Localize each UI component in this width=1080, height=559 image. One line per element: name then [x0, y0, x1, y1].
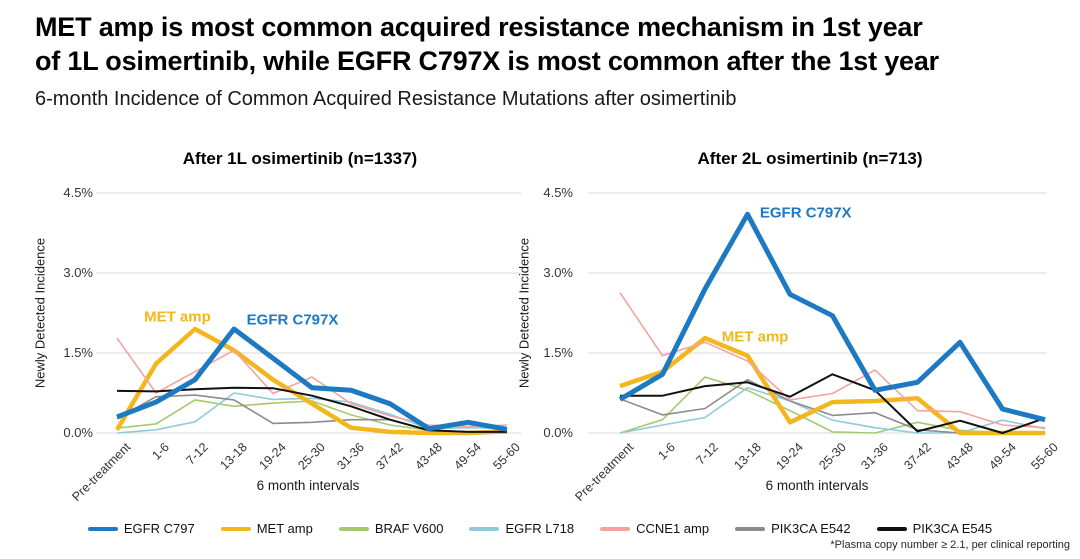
- legend-color-chip: [87, 526, 118, 531]
- legend-label: EGFR L718: [505, 521, 575, 536]
- page-title-line1: MET amp is most common acquired resistan…: [35, 12, 923, 42]
- legend-item: PIK3CA E545: [876, 521, 993, 536]
- legend-color-chip: [600, 526, 631, 531]
- page-title-line2: of 1L osimertinib, while EGFR C797X is m…: [35, 46, 939, 76]
- series-line-braf-v600: [116, 399, 507, 433]
- series-annotation: MET amp: [144, 308, 211, 326]
- legend-color-chip: [876, 526, 907, 531]
- x-axis-title: 6 month intervals: [765, 478, 869, 493]
- series-line-egfr-l718: [116, 392, 508, 434]
- legend-item: EGFR C797: [87, 521, 195, 536]
- x-tick-label: 37-42: [373, 440, 406, 473]
- series-line-pik3ca-e542: [619, 378, 1045, 434]
- y-tick-label: 4.5%: [63, 185, 93, 200]
- series-line-egfr-c797: [116, 326, 508, 432]
- x-tick-label: Pre-treatment: [571, 440, 636, 504]
- chart-title: After 1L osimertinib (n=1337): [182, 149, 418, 168]
- x-tick-label: 31-36: [858, 440, 891, 473]
- page-subtitle: 6-month Incidence of Common Acquired Res…: [35, 88, 737, 110]
- series-annotation: EGFR C797X: [246, 311, 339, 329]
- y-tick-label: 4.5%: [543, 185, 573, 200]
- x-tick-label: 13-18: [730, 440, 764, 473]
- y-tick-label: 1.5%: [543, 345, 573, 360]
- series-line-braf-v600: [619, 376, 1045, 434]
- x-tick-label: 49-54: [451, 440, 484, 473]
- legend-item: EGFR L718: [469, 521, 574, 536]
- series-annotation: MET amp: [721, 328, 789, 346]
- y-tick-label: 3.0%: [63, 265, 93, 280]
- plot-area: [96, 192, 521, 436]
- legend-label: MET amp: [256, 521, 313, 536]
- chart-title: After 2L osimertinib (n=713): [697, 149, 923, 168]
- series-annotation: EGFR C797X: [759, 204, 852, 222]
- y-tick-label: 3.0%: [543, 265, 573, 280]
- y-tick-label: 0.0%: [63, 425, 93, 440]
- legend-item: CCNE1 amp: [600, 521, 709, 536]
- x-tick-label: 25-30: [295, 440, 328, 473]
- legend-item: PIK3CA E542: [735, 521, 851, 536]
- x-tick-label: 19-24: [256, 440, 289, 473]
- legend-color-chip: [735, 526, 766, 531]
- page-title: MET amp is most common acquired resistan…: [35, 10, 1055, 78]
- x-tick-label: 1-6: [655, 440, 679, 463]
- x-tick-label: 49-54: [985, 440, 1019, 473]
- x-tick-label: 43-48: [943, 440, 976, 473]
- y-axis-label: Newly Detected Incidence: [516, 237, 532, 389]
- x-tick-label: 7-12: [183, 440, 211, 468]
- x-axis-title: 6 month intervals: [256, 478, 360, 493]
- series-line-egfr-l718: [619, 386, 1046, 434]
- series-line-pik3ca-e542: [116, 394, 507, 434]
- legend-color-chip: [338, 526, 369, 531]
- legend-color-chip: [220, 526, 251, 531]
- series-line-pik3ca-e545: [116, 386, 507, 433]
- x-tick-label: 13-18: [217, 440, 250, 473]
- x-tick-label: 7-12: [693, 440, 721, 468]
- y-tick-label: 1.5%: [63, 345, 93, 360]
- legend-label: PIK3CA E542: [771, 521, 851, 536]
- x-tick-label: 37-42: [900, 440, 934, 473]
- series-line-egfr-c797: [618, 211, 1046, 423]
- series-line-met-amp: [115, 326, 508, 436]
- legend-color-chip: [469, 526, 500, 531]
- x-tick-label: 43-48: [412, 440, 445, 473]
- series-line-pik3ca-e545: [620, 373, 1046, 434]
- legend-label: EGFR C797: [123, 521, 195, 536]
- x-tick-label: 19-24: [773, 440, 806, 473]
- series-line-met-amp: [619, 335, 1045, 436]
- x-tick-label: 55-60: [490, 440, 523, 473]
- x-tick-label: 1-6: [149, 440, 172, 463]
- legend-item: BRAF V600: [338, 521, 444, 536]
- series-line-ccne1-amp: [619, 292, 1046, 429]
- plot-area: [588, 192, 1047, 436]
- series-line-ccne1-amp: [116, 337, 508, 428]
- legend-label: PIK3CA E545: [912, 521, 993, 536]
- footnote: *Plasma copy number ≥ 2.1, per clinical …: [830, 539, 1070, 551]
- legend: EGFR C797 MET amp BRAF V600 EGFR L718 CCNE1 …: [0, 521, 1080, 536]
- legend-label: BRAF V600: [374, 521, 444, 536]
- legend-label: CCNE1 amp: [636, 521, 710, 536]
- x-tick-label: 55-60: [1028, 440, 1061, 473]
- x-tick-label: 31-36: [334, 440, 367, 473]
- y-axis-label: Newly Detected Incidence: [32, 237, 48, 389]
- y-tick-label: 0.0%: [543, 425, 573, 440]
- x-tick-label: Pre-treatment: [68, 440, 133, 504]
- legend-item: MET amp: [220, 521, 313, 536]
- x-tick-label: 25-30: [815, 440, 849, 473]
